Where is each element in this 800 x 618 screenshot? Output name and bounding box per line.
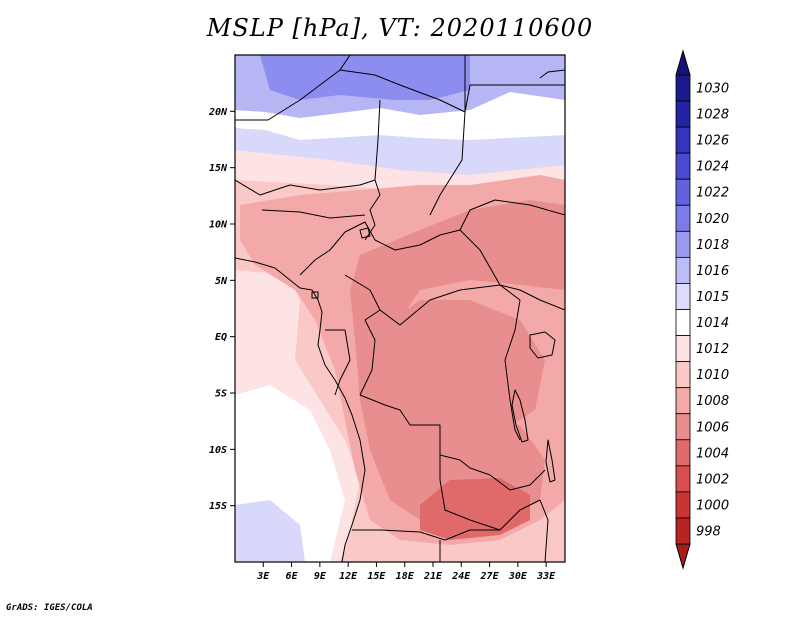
colorbar-swatch — [675, 491, 691, 519]
field-band-rose-central — [380, 300, 545, 440]
country-borders — [235, 55, 565, 562]
lat-tick-label: 5N — [215, 276, 228, 287]
grads-credit: GrADS: IGES/COLA — [6, 603, 93, 613]
colorbar-label: 1012 — [696, 342, 729, 357]
lat-tick-label: EQ — [215, 332, 227, 343]
border-drc-east — [504, 299, 521, 441]
lon-tick-label: 18E — [396, 571, 415, 582]
pressure-field — [235, 55, 565, 562]
colorbar-swatch — [675, 100, 691, 128]
colorbar-swatch — [675, 309, 691, 336]
colorbar-swatch — [675, 74, 691, 102]
border-congo-drc — [359, 319, 376, 396]
field-band-blue-low-sw — [235, 500, 305, 562]
colorbar-swatch — [675, 230, 691, 258]
colorbar-swatch — [675, 283, 691, 310]
border-angola-zambia — [439, 455, 471, 521]
colorbar-swatch — [675, 465, 691, 493]
lake-chad — [359, 227, 371, 239]
lat-tick-label: 10S — [209, 445, 227, 456]
nile-river — [539, 69, 565, 79]
colorbar-label: 1015 — [696, 290, 729, 305]
lat-tick-label: 15N — [209, 163, 228, 174]
field-band-red-south — [420, 478, 530, 540]
lake-victoria — [529, 331, 556, 359]
lake-tanganyika — [511, 389, 529, 443]
border-mozambique — [539, 499, 549, 562]
longitude-axis: 3E 6E 9E 12E 15E 18E 21E 24E 27E 30E 33E — [256, 562, 556, 582]
colorbar-label: 1004 — [696, 446, 729, 461]
border-niger-chad — [364, 99, 381, 241]
colorbar-bottom-arrow — [675, 543, 691, 570]
colorbar-label: 1028 — [696, 108, 729, 123]
border-drc-angola — [359, 394, 471, 469]
colorbar-label: 1002 — [696, 472, 729, 487]
field-band-rose-core — [350, 200, 565, 525]
lon-tick-label: 24E — [451, 571, 471, 582]
colorbar-label: 998 — [696, 525, 721, 540]
border-gabon-congo — [325, 329, 351, 396]
colorbar-label: 1026 — [696, 134, 729, 149]
lon-tick-label: 9E — [314, 571, 327, 582]
border-angola-namibia — [352, 529, 500, 541]
coastline-west-africa — [235, 257, 366, 562]
border-nigeria-north — [261, 209, 366, 219]
border-niger-libya — [339, 69, 466, 216]
plot-title: MSLP [hPa], VT: 2020110600 — [206, 14, 594, 42]
border-sudan-south — [459, 199, 565, 231]
border-chad-car — [374, 229, 501, 286]
colorbar-swatch — [675, 439, 691, 467]
map-frame — [234, 54, 566, 563]
lon-tick-label: 33E — [536, 571, 556, 582]
border-south-sudan-east — [499, 284, 565, 311]
latitude-axis: 20N 15N 10N 5N EQ 5S 10S 15S — [208, 107, 235, 512]
border-zambia-zimbabwe — [469, 499, 541, 531]
lake-malawi — [545, 439, 556, 483]
colorbar-label: 1016 — [696, 264, 729, 279]
border-car-drc — [379, 284, 521, 326]
lat-tick-label: 15S — [209, 501, 227, 512]
colorbar-swatch — [675, 256, 691, 284]
colorbar-label: 1000 — [696, 498, 729, 513]
lon-tick-label: 21E — [423, 571, 443, 582]
border-libya-sudan — [464, 84, 565, 113]
bioko-island — [311, 291, 319, 299]
colorbar-swatch — [675, 387, 691, 415]
border-cameroon-car — [344, 274, 381, 321]
lat-tick-label: 20N — [208, 107, 228, 118]
colorbar-swatch — [675, 413, 691, 441]
colorbar-swatch — [675, 204, 691, 232]
colorbar-label: 1018 — [696, 238, 729, 253]
field-band-blue-high — [260, 55, 470, 100]
colorbar-label: 1022 — [696, 186, 729, 201]
border-algeria-libya — [235, 55, 351, 121]
colorbar-swatch — [675, 335, 691, 363]
colorbar-label: 1030 — [696, 82, 729, 97]
border-mali-niger — [235, 179, 376, 196]
lon-tick-label: 27E — [480, 571, 500, 582]
colorbar-label: 1010 — [696, 368, 729, 383]
colorbar-swatch — [675, 152, 691, 180]
lon-tick-label: 30E — [508, 571, 528, 582]
colorbar-swatch — [675, 517, 691, 545]
colorbar-swatch — [675, 126, 691, 154]
lat-tick-label: 5S — [215, 389, 227, 400]
colorbar-swatch — [675, 178, 691, 206]
lon-tick-label: 3E — [256, 571, 270, 582]
colorbar-label: 1020 — [696, 212, 729, 227]
colorbar-swatch — [675, 361, 691, 389]
colorbar-label: 1008 — [696, 394, 729, 409]
border-zambia-drc — [469, 467, 546, 491]
lat-tick-label: 10N — [209, 220, 228, 231]
colorbar-top-arrow — [675, 49, 691, 76]
border-nigeria-cameroon — [299, 221, 376, 276]
colorbar-label: 1024 — [696, 160, 729, 175]
colorbar-label: 1006 — [696, 420, 729, 435]
colorbar-label: 1014 — [696, 316, 729, 331]
lon-tick-label: 12E — [339, 571, 358, 582]
lon-tick-label: 15E — [367, 571, 386, 582]
lon-tick-label: 6E — [286, 571, 299, 582]
colorbar: 1030 1028 1026 1024 1022 1020 1018 1016 1015 1014… — [675, 49, 729, 570]
